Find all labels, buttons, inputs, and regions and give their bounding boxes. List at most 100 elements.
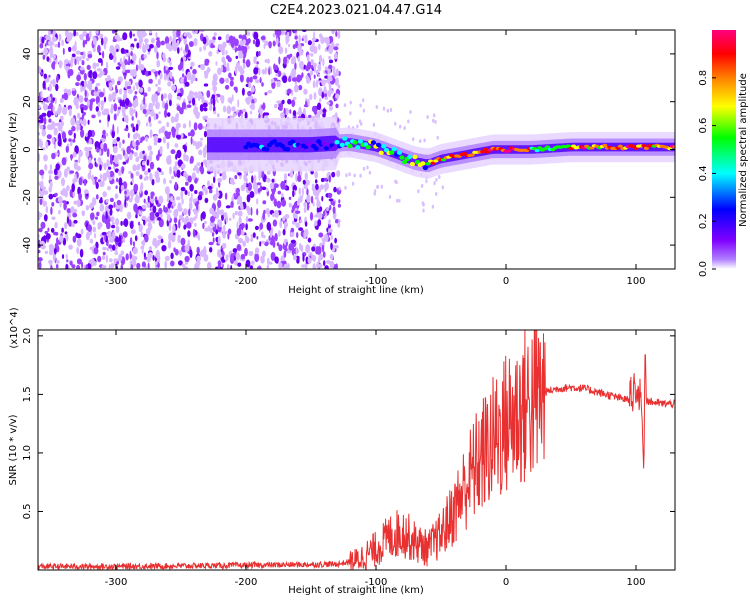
spectrogram-xtick-label: 0	[503, 276, 509, 287]
spectrogram-noise-cell	[115, 185, 118, 189]
spectrogram-noise-cell	[115, 225, 120, 234]
spectrogram-noise-cell	[88, 162, 94, 170]
spectrogram-noise-cell	[242, 108, 247, 113]
spectrogram-noise-cell	[143, 96, 146, 105]
spectrogram-noise-cell	[213, 176, 216, 184]
snr-ytick-label: 0.5	[22, 504, 33, 520]
spectrogram-noise-cell	[293, 84, 299, 93]
spectrogram-noise-cell	[204, 58, 210, 65]
spectrogram-ridge-cell	[347, 143, 353, 149]
spectrogram-noise-cell	[325, 37, 330, 46]
spectrogram-noise-cell	[296, 74, 302, 83]
spectrogram-noise-cell	[291, 77, 298, 82]
spectrogram-noise-cell	[75, 233, 78, 237]
spectrogram-noise-cell	[108, 204, 114, 210]
spectrogram-noise-cell	[75, 50, 81, 55]
spectrogram-noise-cell	[195, 111, 200, 119]
spectrogram-noise-cell	[328, 100, 333, 107]
spectrogram-noise-cell	[122, 32, 128, 40]
spectrogram-noise-cell	[322, 251, 326, 258]
spectrogram-noise-cell	[182, 73, 185, 78]
spectrogram-noise-cell	[203, 45, 207, 51]
spectrogram-noise-cell	[85, 205, 90, 211]
spectrogram-noise-cell	[166, 141, 170, 150]
spectrogram-ytick-label: 40	[22, 48, 33, 61]
spectrogram-noise-cell	[249, 191, 255, 198]
spectrogram-noise-cell	[75, 82, 80, 87]
spectrogram-noise-cell	[82, 105, 88, 111]
spectrogram-noise-cell	[152, 255, 155, 261]
spectrogram-noise-cell	[302, 179, 306, 185]
spectrogram-noise-cell	[321, 244, 325, 252]
spectrogram-noise-cell	[224, 192, 228, 200]
spectrogram-noise-cell	[176, 169, 181, 178]
spectrogram-noise-cell	[124, 98, 130, 106]
spectrogram-noise-cell	[150, 194, 154, 199]
spectrogram-noise-cell	[139, 39, 142, 49]
spectrogram-noise-cell	[44, 250, 49, 254]
spectrogram-noise-cell	[269, 229, 273, 238]
spectrogram-noise-cell	[318, 264, 323, 268]
spectrogram-noise-cell	[184, 215, 190, 224]
spectrogram-noise-cell	[422, 208, 425, 213]
spectrogram-noise-cell	[183, 208, 188, 216]
spectrogram-noise-cell	[52, 137, 55, 145]
spectrogram-noise-cell	[102, 191, 107, 198]
spectrogram-noise-cell	[48, 169, 53, 175]
spectrogram-noise-cell	[210, 215, 215, 223]
spectrogram-noise-cell	[297, 56, 301, 62]
spectrogram-noise-cell	[102, 134, 106, 139]
spectrogram-noise-cell	[59, 97, 64, 104]
spectrogram-noise-cell	[54, 44, 59, 48]
spectrogram-noise-cell	[245, 59, 251, 68]
spectrogram-noise-cell	[116, 177, 119, 183]
spectrogram-noise-cell	[323, 234, 329, 242]
spectrogram-noise-cell	[274, 210, 279, 218]
spectrogram-noise-cell	[135, 214, 138, 219]
spectrogram-noise-cell	[322, 58, 325, 67]
spectrogram-noise-cell	[296, 200, 300, 207]
spectrogram-noise-cell	[192, 167, 196, 172]
spectrogram-noise-cell	[122, 231, 128, 238]
spectrogram-noise-cell	[278, 46, 284, 55]
spectrogram-noise-cell	[203, 83, 209, 87]
spectrogram-noise-cell	[216, 113, 220, 118]
spectrogram-noise-cell	[160, 238, 164, 244]
spectrogram-noise-cell	[268, 41, 272, 49]
spectrogram-noise-cell	[130, 264, 134, 269]
spectrogram-noise-cell	[212, 237, 215, 243]
spectrogram-noise-cell	[198, 91, 202, 95]
spectrogram-noise-cell	[184, 244, 190, 253]
spectrogram-noise-cell	[103, 36, 108, 45]
spectrogram-noise-cell	[301, 187, 304, 196]
snr-ticks: -300 -200 -100 0 100 0.5 1.0 1.5 2.0	[22, 328, 675, 588]
spectrogram-noise-cell	[327, 192, 333, 199]
spectrogram-noise-cell	[157, 120, 162, 124]
spectrogram-noise-cell	[42, 103, 48, 111]
spectrogram-noise-cell	[82, 111, 86, 116]
spectrogram-xtick-label: -300	[105, 276, 128, 287]
spectrogram-noise-cell	[375, 105, 378, 109]
spectrogram-noise-cell	[305, 100, 308, 108]
spectrogram-noise-cell	[190, 61, 195, 67]
spectrogram-noise-cell	[245, 259, 251, 268]
spectrogram-noise-cell	[420, 183, 424, 188]
spectrogram-noise-cell	[62, 237, 67, 246]
spectrogram-noise-cell	[324, 265, 329, 269]
spectrogram-noise-cell	[345, 173, 348, 178]
spectrogram-noise-cell	[89, 212, 95, 221]
spectrogram-ridge-cell	[331, 145, 337, 151]
spectrogram-noise-cell	[95, 96, 100, 103]
spectrogram-noise-cell	[195, 77, 198, 82]
spectrogram-noise-cell	[107, 75, 111, 79]
spectrogram-noise-cell	[59, 137, 62, 145]
spectrogram-noise-cell	[368, 170, 372, 175]
spectrogram-noise-cell	[276, 37, 279, 46]
spectrogram-noise-cell	[259, 241, 262, 247]
spectrogram-noise-cell	[283, 250, 287, 258]
spectrogram-noise-cell	[250, 86, 255, 93]
spectrogram-noise-cell	[44, 49, 49, 55]
spectrogram-noise-cell	[318, 43, 321, 51]
spectrogram-noise-cell	[218, 43, 223, 51]
spectrogram-noise-cell	[299, 60, 304, 70]
